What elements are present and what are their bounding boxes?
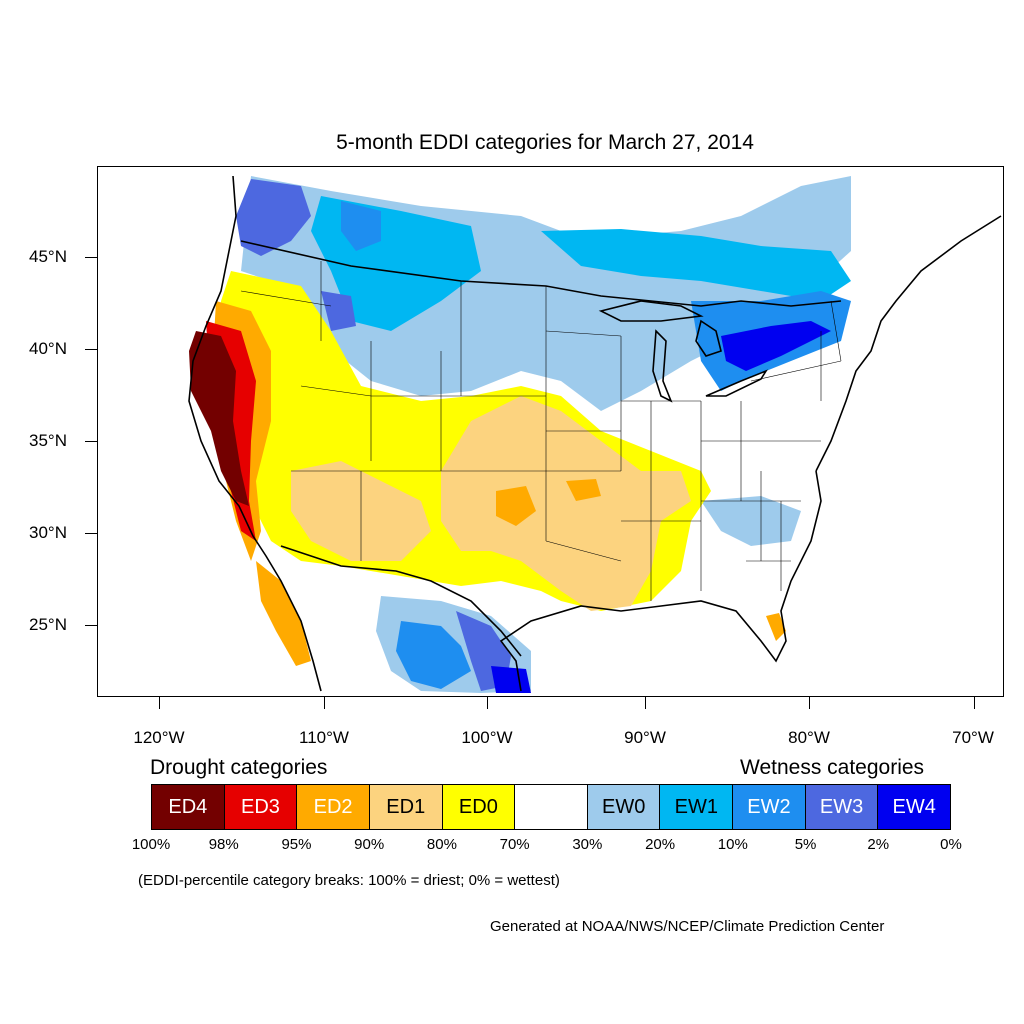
drought-regions xyxy=(189,271,786,666)
percentile-label: 95% xyxy=(281,836,312,853)
legend-box-ed0: ED0 xyxy=(442,785,516,829)
eddi-map xyxy=(188,175,1002,693)
legend-colorbar: ED4 ED3 ED2 ED1 ED0 EW0 EW1 EW2 EW3 EW4 xyxy=(151,784,951,830)
state-borders xyxy=(240,261,842,601)
legend-box-ed1: ED1 xyxy=(369,785,443,829)
legend-box-ed3: ED3 xyxy=(224,785,298,829)
lon-label-120w: 120°W xyxy=(133,728,185,747)
dry-region-california-ed4 xyxy=(189,331,249,506)
lake-huron xyxy=(695,319,722,357)
legend-box-ed2: ED2 xyxy=(297,785,370,829)
percentile-label: 20% xyxy=(645,836,676,853)
percentile-label: 30% xyxy=(572,836,603,853)
west-coast xyxy=(188,175,322,692)
lat-tick xyxy=(85,349,97,350)
percentile-label: 90% xyxy=(354,836,385,853)
wet-region-washington-ew3 xyxy=(236,179,311,256)
lon-tick xyxy=(324,697,325,709)
wetness-categories-title: Wetness categories xyxy=(740,756,925,779)
wet-region-montana-ew2 xyxy=(341,201,381,251)
lat-label-25: 25°N xyxy=(29,615,67,634)
canada-border xyxy=(240,240,842,307)
legend-box-ew0: EW0 xyxy=(587,785,661,829)
lat-label-45: 45°N xyxy=(29,247,67,266)
lat-tick xyxy=(85,441,97,442)
dry-region-baja-ed2 xyxy=(256,561,311,666)
lon-tick xyxy=(645,697,646,709)
percentile-label: 5% xyxy=(794,836,817,853)
wet-region-greatlakes-ew4 xyxy=(721,321,831,371)
state-lines-central xyxy=(545,330,702,601)
legend-box-ed4: ED4 xyxy=(152,785,225,829)
wet-region-idaho-ew3 xyxy=(321,291,356,331)
lon-tick xyxy=(809,697,810,709)
lon-label-70w: 70°W xyxy=(952,728,994,747)
mexico-border xyxy=(280,545,522,657)
lon-label-110w: 110°W xyxy=(299,728,349,747)
wet-region-mexico-ew4 xyxy=(491,666,531,693)
percentile-label: 80% xyxy=(426,836,457,853)
wet-region-canada-cyan xyxy=(541,229,851,301)
wetness-regions xyxy=(236,176,851,693)
lat-label-30: 30°N xyxy=(29,523,67,542)
dry-region-plains-ed1 xyxy=(441,396,691,611)
lake-erie xyxy=(705,369,768,397)
percentile-label: 98% xyxy=(208,836,239,853)
lake-superior xyxy=(598,300,704,322)
map-title: 5-month EDDI categories for March 27, 20… xyxy=(336,131,754,154)
lon-tick xyxy=(487,697,488,709)
lon-tick xyxy=(159,697,160,709)
percentile-label: 100% xyxy=(131,836,171,853)
legend-box-ew2: EW2 xyxy=(733,785,806,829)
east-coast xyxy=(815,215,1002,472)
category-note: (EDDI-percentile category breaks: 100% =… xyxy=(138,872,560,889)
lon-label-80w: 80°W xyxy=(788,728,830,747)
lat-tick xyxy=(85,625,97,626)
lat-tick xyxy=(85,533,97,534)
legend-box-ew3: EW3 xyxy=(805,785,879,829)
legend-box-neutral xyxy=(515,785,588,829)
drought-categories-title: Drought categories xyxy=(150,756,328,779)
lat-tick xyxy=(85,257,97,258)
dry-region-florida-ed2 xyxy=(766,613,786,641)
lon-tick xyxy=(974,697,975,709)
state-lines-west xyxy=(240,261,621,561)
wet-region-southeast-ew0 xyxy=(701,496,801,546)
percentile-label: 10% xyxy=(717,836,748,853)
dry-region-texas-ed2 xyxy=(496,486,536,526)
lat-label-35: 35°N xyxy=(29,431,67,450)
legend-box-ew1: EW1 xyxy=(660,785,734,829)
percentile-label: 0% xyxy=(940,836,962,853)
gulf-coast xyxy=(499,470,822,692)
lon-label-100w: 100°W xyxy=(461,728,513,747)
dry-region-oklahoma-ed2 xyxy=(566,479,601,501)
legend-box-ew4: EW4 xyxy=(878,785,951,829)
lat-label-40: 40°N xyxy=(29,339,67,358)
credit-line: Generated at NOAA/NWS/NCEP/Climate Predi… xyxy=(490,918,885,935)
wet-region-mexico-ew2 xyxy=(396,621,471,689)
lon-label-90w: 90°W xyxy=(624,728,666,747)
percentile-label: 2% xyxy=(867,836,890,853)
map-panel xyxy=(97,166,1004,697)
state-lines-east xyxy=(701,300,842,591)
percentile-label: 70% xyxy=(499,836,530,853)
